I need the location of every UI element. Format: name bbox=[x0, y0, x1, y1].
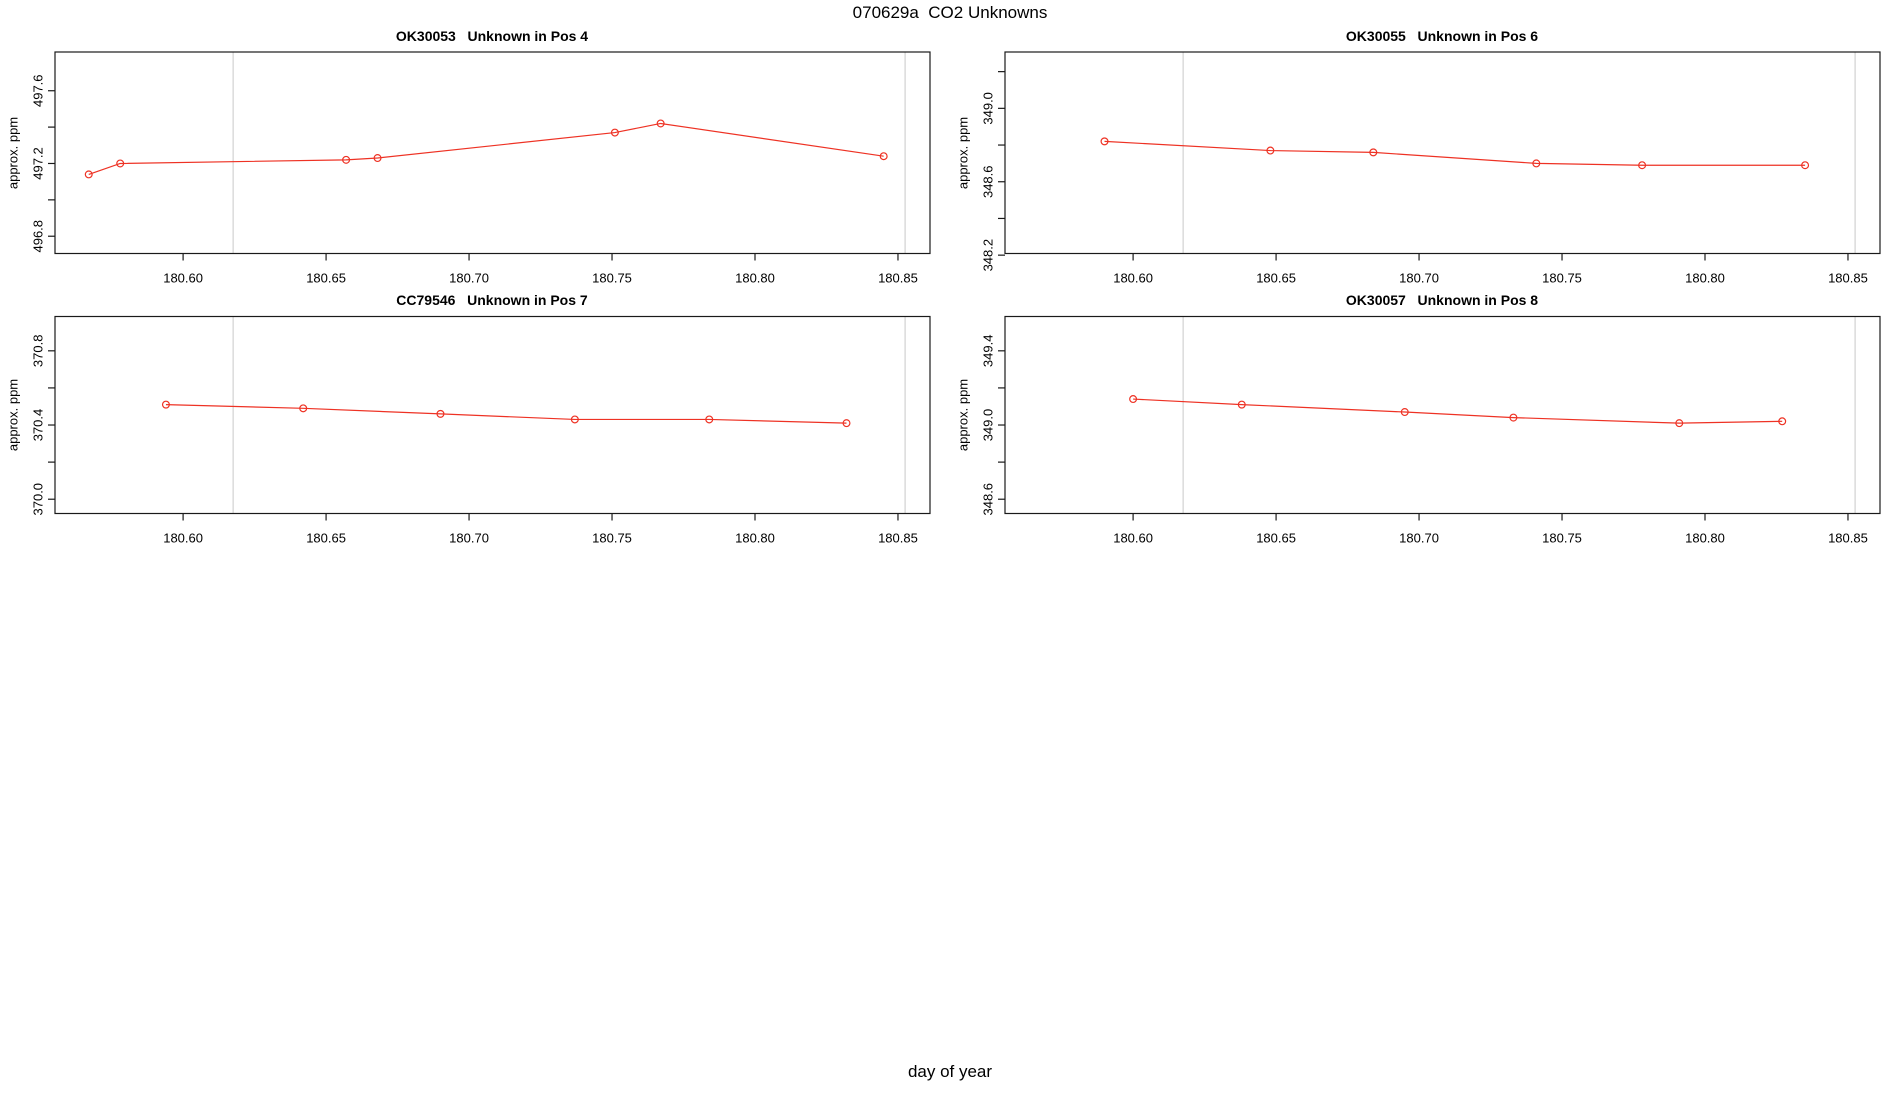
series-line bbox=[88, 122, 884, 175]
series-line bbox=[165, 404, 847, 424]
x-tick-label: 180.65 bbox=[306, 531, 346, 546]
data-point-marker bbox=[1129, 395, 1138, 404]
y-tick-label: 370.4 bbox=[30, 409, 45, 442]
x-tick-label: 180.80 bbox=[1685, 271, 1725, 286]
data-point-marker bbox=[656, 119, 665, 128]
y-tick-label: 348.6 bbox=[980, 483, 995, 516]
x-tick-label: 180.60 bbox=[1113, 531, 1153, 546]
panel-1: 180.60 180.65 180.70 180.75 180.80 180.85 348.… bbox=[980, 51, 1881, 286]
x-tick-label: 180.85 bbox=[1828, 531, 1868, 546]
x-tick-label: 180.80 bbox=[1685, 531, 1725, 546]
x-tick-label: 180.70 bbox=[449, 531, 489, 546]
data-point-marker bbox=[299, 404, 308, 413]
x-tick-label: 180.65 bbox=[1256, 531, 1296, 546]
x-tick-label: 180.75 bbox=[592, 271, 632, 286]
x-tick-label: 180.70 bbox=[449, 271, 489, 286]
x-tick-label: 180.65 bbox=[306, 271, 346, 286]
y-tick-label: 348.2 bbox=[980, 239, 995, 272]
data-point-marker bbox=[1509, 413, 1518, 422]
y-axis-label-pos6: approx. ppm bbox=[955, 116, 971, 190]
y-tick-label: 349.0 bbox=[980, 92, 995, 125]
data-point-marker bbox=[842, 419, 851, 428]
figure-title: 070629a CO2 Unknowns bbox=[852, 3, 1048, 22]
y-tick-label: 370.8 bbox=[30, 335, 45, 368]
data-point-marker bbox=[1675, 419, 1684, 428]
data-point-marker bbox=[1100, 137, 1109, 146]
plot-box bbox=[1004, 51, 1881, 255]
data-point-marker bbox=[1266, 146, 1275, 155]
y-axis-label-pos8: approx. ppm bbox=[955, 378, 971, 452]
series-line bbox=[1104, 140, 1806, 166]
x-tick-label: 180.65 bbox=[1256, 271, 1296, 286]
plot-box bbox=[54, 315, 931, 515]
data-point-marker bbox=[161, 400, 170, 409]
panel-2: 180.60 180.65 180.70 180.75 180.80 180.85 370.… bbox=[30, 315, 931, 546]
data-point-marker bbox=[342, 155, 351, 164]
x-tick-label: 180.70 bbox=[1399, 531, 1439, 546]
data-point-marker bbox=[705, 415, 714, 424]
panel-0: 180.60 180.65 180.70 180.75 180.80 180.85 496.… bbox=[30, 51, 931, 286]
data-point-marker bbox=[610, 128, 619, 137]
data-point-marker bbox=[373, 154, 382, 163]
panel-title-pos8: OK30057 Unknown in Pos 8 bbox=[1345, 292, 1539, 308]
y-tick-label: 497.6 bbox=[30, 74, 45, 107]
x-tick-label: 180.80 bbox=[735, 531, 775, 546]
x-tick-label: 180.75 bbox=[1542, 531, 1582, 546]
data-point-marker bbox=[1801, 161, 1810, 170]
panel-title-pos6: OK30055 Unknown in Pos 6 bbox=[1345, 28, 1539, 44]
y-tick-label: 370.0 bbox=[30, 483, 45, 516]
panel-title-pos4: OK30053 Unknown in Pos 4 bbox=[395, 28, 589, 44]
x-tick-label: 180.75 bbox=[1542, 271, 1582, 286]
panel-title-pos7: CC79546 Unknown in Pos 7 bbox=[396, 292, 588, 308]
x-tick-label: 180.85 bbox=[878, 531, 918, 546]
series-line bbox=[1133, 398, 1783, 424]
y-axis-label-pos4: approx. ppm bbox=[5, 116, 21, 190]
data-point-marker bbox=[84, 170, 93, 179]
x-tick-label: 180.80 bbox=[735, 271, 775, 286]
x-tick-label: 180.70 bbox=[1399, 271, 1439, 286]
x-axis-label: day of year bbox=[907, 1062, 993, 1081]
x-tick-label: 180.85 bbox=[1828, 271, 1868, 286]
x-tick-label: 180.60 bbox=[1113, 271, 1153, 286]
y-tick-label: 348.6 bbox=[980, 165, 995, 198]
y-tick-label: 497.2 bbox=[30, 147, 45, 180]
x-tick-label: 180.85 bbox=[878, 271, 918, 286]
x-tick-label: 180.75 bbox=[592, 531, 632, 546]
data-point-marker bbox=[1638, 161, 1647, 170]
data-point-marker bbox=[1532, 159, 1541, 168]
x-tick-label: 180.60 bbox=[163, 531, 203, 546]
y-tick-label: 349.0 bbox=[980, 409, 995, 442]
y-tick-label: 349.4 bbox=[980, 335, 995, 368]
panel-3: 180.60 180.65 180.70 180.75 180.80 180.85 348.… bbox=[980, 315, 1881, 546]
data-point-marker bbox=[436, 409, 445, 418]
data-point-marker bbox=[879, 152, 888, 161]
y-axis-label-pos7: approx. ppm bbox=[5, 378, 21, 452]
data-point-marker bbox=[1237, 400, 1246, 409]
y-tick-label: 496.8 bbox=[30, 220, 45, 253]
data-point-marker bbox=[570, 415, 579, 424]
data-point-marker bbox=[1778, 417, 1787, 426]
plot-box bbox=[1004, 315, 1881, 515]
data-point-marker bbox=[116, 159, 125, 168]
plot-box bbox=[54, 51, 931, 255]
data-point-marker bbox=[1400, 408, 1409, 417]
x-tick-label: 180.60 bbox=[163, 271, 203, 286]
data-point-marker bbox=[1369, 148, 1378, 157]
